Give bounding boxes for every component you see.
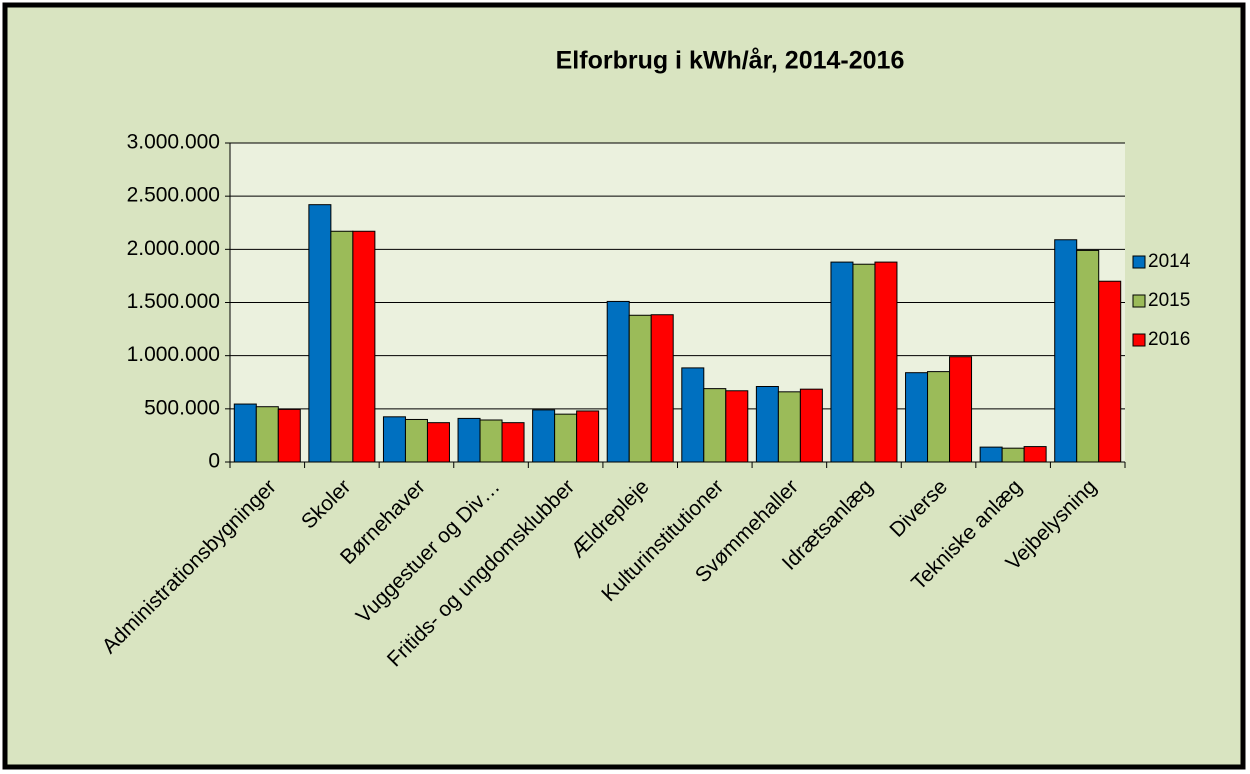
bar (576, 410, 600, 463)
bar (650, 314, 674, 463)
y-tick-label: 2.000.000 (127, 237, 220, 260)
y-tick-label: 500.000 (144, 396, 220, 419)
bar (852, 263, 876, 463)
bar (382, 416, 406, 463)
bar (255, 406, 279, 463)
bar (479, 419, 503, 463)
bar (725, 390, 749, 463)
y-tick-label: 2.500.000 (127, 184, 220, 207)
legend-swatch (1132, 294, 1146, 308)
bar (330, 230, 354, 463)
bar (1076, 249, 1100, 463)
bar (949, 356, 973, 463)
bar (830, 261, 854, 463)
bar (532, 409, 556, 463)
bar (1001, 447, 1025, 463)
bar (352, 230, 376, 463)
bar (979, 446, 1003, 463)
bar (233, 403, 257, 463)
bar (277, 408, 301, 463)
y-tick-label: 1.500.000 (127, 290, 220, 313)
bar (927, 371, 951, 463)
bar (1098, 280, 1122, 463)
bar (1054, 239, 1078, 463)
bar (777, 391, 801, 463)
bar (628, 314, 652, 463)
bar (905, 372, 929, 463)
bar (308, 204, 332, 463)
bar (799, 388, 823, 463)
legend-label: 2016 (1148, 329, 1190, 350)
bar (681, 367, 705, 463)
legend-swatch (1132, 333, 1146, 347)
bar (1023, 446, 1047, 463)
y-tick-label: 1.000.000 (127, 343, 220, 366)
y-tick-label: 0 (208, 450, 220, 473)
chart-title: Elforbrug i kWh/år, 2014-2016 (556, 47, 905, 75)
bar (554, 413, 578, 463)
legend-swatch (1132, 255, 1146, 269)
bar (426, 422, 450, 463)
bar (457, 417, 481, 463)
legend-label: 2015 (1148, 290, 1190, 311)
bar (874, 261, 898, 463)
y-tick-label: 3.000.000 (127, 131, 220, 154)
bar (404, 418, 428, 463)
bar (606, 300, 630, 463)
bar (755, 386, 779, 463)
bar (501, 422, 525, 463)
bar (703, 388, 727, 463)
legend-label: 2014 (1148, 251, 1191, 272)
